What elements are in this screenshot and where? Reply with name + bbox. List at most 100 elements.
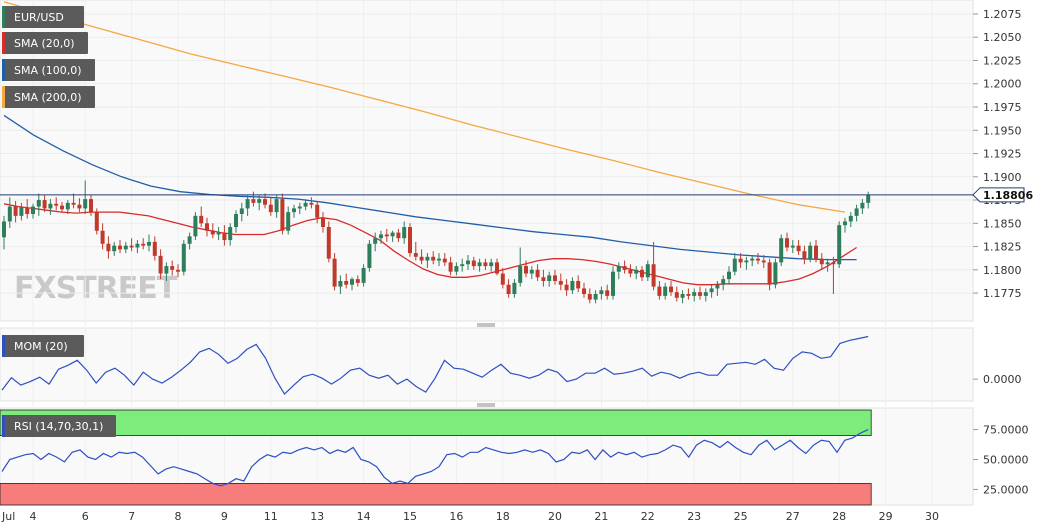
legend-symbol[interactable]: EUR/USD <box>2 6 84 28</box>
candle-body <box>373 238 378 244</box>
candle-body <box>60 205 64 210</box>
resize-handle-lower[interactable] <box>477 403 495 407</box>
candle-down <box>129 238 134 252</box>
candle-down <box>355 275 360 287</box>
candle-body <box>141 243 146 246</box>
legend-rsi[interactable]: RSI (14,70,30,1) <box>2 415 116 437</box>
candle-body <box>640 269 644 278</box>
candle-down <box>541 269 546 287</box>
candle-up <box>680 290 685 304</box>
candle-body <box>332 258 337 287</box>
resize-handle-upper[interactable] <box>477 323 495 327</box>
candle-body <box>170 266 175 270</box>
candle-body <box>361 267 366 283</box>
rsi-tick-label: 25.0000 <box>983 483 1029 496</box>
sma20-line <box>3 203 857 286</box>
rsi-overbought-zone <box>0 409 872 436</box>
legend-sma200[interactable]: SMA (200,0) <box>2 86 95 108</box>
candle-up <box>727 266 731 285</box>
candle-up <box>216 227 221 241</box>
candle-down <box>25 199 30 219</box>
candle-up <box>634 266 639 280</box>
candle-down <box>309 197 314 209</box>
candle-down <box>558 273 563 291</box>
candle-down <box>222 225 227 246</box>
time-tick-label: 4 <box>30 510 37 523</box>
candle-body <box>48 203 53 209</box>
candle-body <box>234 214 238 228</box>
candle-body <box>2 221 6 238</box>
candle-down <box>408 223 412 257</box>
candle-up <box>460 258 465 272</box>
candle-down <box>831 256 836 295</box>
candle-down <box>756 253 760 265</box>
candle-up <box>663 282 668 300</box>
candle-body <box>616 266 621 272</box>
candle-body <box>448 262 453 272</box>
candle-body <box>390 232 395 237</box>
candle-body <box>657 286 662 296</box>
time-tick-label: Jul <box>1 510 15 523</box>
candle-up <box>36 193 41 216</box>
candle-up <box>825 258 830 272</box>
price-tick-label: 1.1900 <box>983 171 1022 184</box>
legend-rsi-label: RSI (14,70,30,1) <box>14 420 103 433</box>
candle-body <box>785 238 789 248</box>
candle-body <box>500 273 505 285</box>
candle-up <box>65 200 70 214</box>
candle-body <box>831 262 836 265</box>
candle-up <box>512 279 517 298</box>
time-tick-label: 28 <box>832 510 846 523</box>
candle-body <box>147 241 151 246</box>
candle-body <box>158 255 163 274</box>
candle-up <box>361 264 366 287</box>
candle-body <box>558 280 563 285</box>
candle-body <box>848 215 853 222</box>
time-tick-label: 27 <box>786 510 800 523</box>
candle-down <box>524 260 528 278</box>
candle-body <box>495 262 499 274</box>
candle-body <box>257 199 262 203</box>
candle-up <box>7 197 12 228</box>
candle-body <box>460 264 465 267</box>
legend-sma20[interactable]: SMA (20,0) <box>2 32 88 54</box>
candle-up <box>164 262 169 281</box>
candle-up <box>454 262 459 276</box>
legend-mom[interactable]: MOM (20) <box>2 335 84 357</box>
candle-down <box>413 241 418 261</box>
candle-down <box>42 195 47 213</box>
time-tick-label: 21 <box>594 510 608 523</box>
candle-up <box>245 195 250 216</box>
time-tick-label: 13 <box>310 510 324 523</box>
candle-body <box>802 251 807 259</box>
candle-up <box>837 221 842 268</box>
candle-body <box>587 294 592 300</box>
candle-body <box>750 258 755 261</box>
candle-down <box>106 236 111 259</box>
candle-up <box>570 277 575 295</box>
candle-body <box>825 262 830 265</box>
price-tick-label: 1.2000 <box>983 78 1022 91</box>
candle-body <box>216 232 221 235</box>
legend-sma100[interactable]: SMA (100,0) <box>2 59 95 81</box>
candle-down <box>628 264 633 278</box>
candle-body <box>843 221 847 226</box>
candle-down <box>651 241 656 291</box>
rsi-zones: 75.0000 50.0000 25.0000 <box>0 409 1029 506</box>
candle-body <box>205 223 209 231</box>
candle-body <box>338 280 343 287</box>
candle-body <box>297 206 302 209</box>
sma200-line <box>3 1 846 213</box>
candle-body <box>570 280 575 291</box>
price-tick-label: 1.1800 <box>983 264 1022 277</box>
candle-body <box>36 200 41 207</box>
candle-body <box>263 199 267 205</box>
candle-body <box>564 284 569 291</box>
candle-body <box>744 260 749 263</box>
candle-up <box>645 260 650 281</box>
candle-body <box>651 264 656 287</box>
candle-down <box>761 254 766 268</box>
candle-up <box>292 204 296 218</box>
candle-up <box>112 241 117 256</box>
price-tick-label: 1.1825 <box>983 241 1022 254</box>
